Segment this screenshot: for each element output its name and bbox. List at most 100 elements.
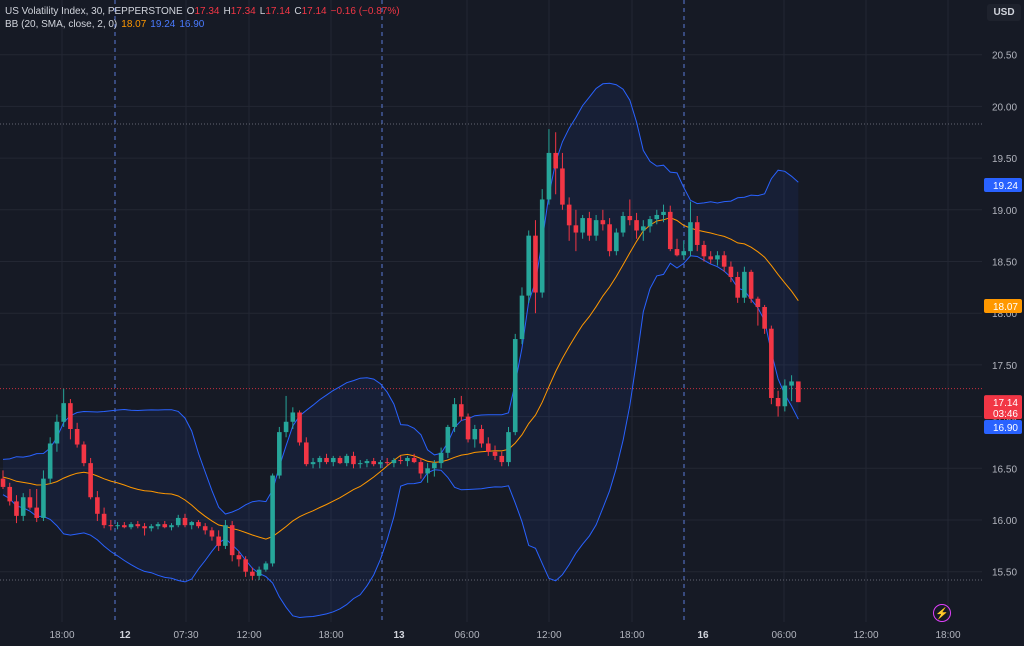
candle — [701, 240, 707, 262]
candle-body — [796, 381, 801, 403]
candle-body — [742, 271, 747, 298]
candle-body — [445, 426, 451, 453]
flash-icon[interactable]: ⚡ — [933, 604, 951, 622]
candle-body — [0, 478, 6, 487]
candle — [135, 521, 141, 529]
low-value: 17.14 — [265, 6, 291, 17]
bb-basis-tag: 18.07 — [984, 298, 1022, 313]
candle-body — [20, 497, 26, 516]
candle — [708, 251, 713, 264]
candle-body — [533, 235, 538, 293]
x-tick-label: 16 — [697, 630, 709, 641]
y-tick-label: 18.00 — [992, 309, 1017, 320]
bb-basis-tag-text: 18.07 — [993, 302, 1018, 313]
candle-body — [627, 216, 633, 221]
candle-body — [74, 429, 80, 445]
candle — [398, 455, 403, 465]
candle — [216, 530, 221, 552]
bollinger-band-fill — [3, 83, 799, 618]
candle — [432, 460, 437, 477]
bb-lower-value: 16.90 — [179, 19, 205, 30]
time-axis[interactable]: 18:00 12 07:30 12:00 18:00 13 06:00 12:00 18:00 1… — [49, 630, 960, 641]
x-tick-label: 12:00 — [853, 630, 878, 641]
candle — [472, 424, 478, 448]
x-tick-label: 06:00 — [771, 630, 796, 641]
candle — [614, 228, 619, 256]
candle-body — [539, 199, 545, 293]
candle — [438, 447, 444, 469]
candle — [41, 470, 46, 522]
y-tick-label: 20.50 — [992, 51, 1017, 62]
candle-body — [573, 225, 579, 233]
candle — [796, 381, 801, 403]
candle — [479, 424, 484, 448]
candle — [68, 399, 73, 440]
candle — [47, 437, 53, 484]
candle-body — [654, 214, 660, 220]
bb-upper-value: 19.24 — [150, 19, 176, 30]
x-tick-label: 06:00 — [454, 630, 479, 641]
candle-body — [7, 486, 13, 502]
candle — [384, 457, 390, 467]
candle-body — [27, 497, 33, 508]
candle-body — [68, 403, 73, 430]
candle — [445, 424, 451, 458]
x-tick-label: 12:00 — [236, 630, 261, 641]
candle — [364, 458, 370, 468]
candle-body — [47, 443, 53, 479]
candle-body — [553, 152, 558, 169]
y-tick-label: 20.00 — [992, 102, 1017, 113]
candle-body — [169, 525, 174, 528]
candle-body — [351, 455, 356, 465]
candle-body — [54, 421, 60, 444]
candle-body — [317, 457, 323, 463]
candle — [310, 457, 316, 469]
candle — [148, 524, 154, 532]
candle-body — [769, 328, 774, 398]
candle-body — [701, 244, 707, 257]
candle-body — [492, 451, 498, 456]
candle — [88, 457, 93, 500]
candle-body — [620, 216, 626, 233]
candle-body — [674, 249, 680, 256]
candle-body — [162, 524, 168, 528]
candle — [371, 457, 376, 467]
candle — [175, 514, 181, 528]
candle-body — [647, 219, 653, 227]
currency-button[interactable]: USD — [987, 4, 1021, 21]
candle — [61, 388, 66, 427]
candle-body — [762, 306, 767, 329]
candle — [229, 521, 235, 562]
candle-body — [775, 397, 781, 407]
candle-body — [357, 463, 363, 465]
candle-body — [182, 517, 188, 526]
candle-body — [465, 416, 471, 440]
candle — [115, 522, 120, 530]
candle-body — [81, 444, 87, 464]
candle — [688, 201, 693, 257]
candle — [506, 426, 511, 467]
candle-body — [715, 255, 720, 260]
candle — [634, 212, 639, 239]
price-axis[interactable]: 15.5016.0016.5017.0017.5018.0018.5019.00… — [992, 51, 1017, 579]
symbol-title[interactable]: US Volatility Index, 30, PEPPERSTONE — [5, 6, 183, 17]
candle — [155, 522, 161, 530]
bb-indicator-label[interactable]: BB (20, SMA, close, 2, 0) — [5, 19, 118, 30]
candle-body — [101, 513, 107, 526]
candle — [418, 457, 424, 479]
change-value: −0.16 (−0.87%) — [330, 6, 400, 17]
candle — [769, 325, 774, 405]
candle-body — [418, 462, 424, 474]
candle-body — [472, 429, 478, 440]
candle — [391, 457, 397, 468]
candle — [283, 395, 289, 438]
candle — [189, 521, 195, 530]
y-tick-label: 16.50 — [992, 464, 1017, 475]
candle-body — [398, 460, 403, 462]
candle-body — [270, 475, 275, 564]
candle-body — [324, 457, 329, 463]
candle-body — [432, 463, 437, 469]
candle — [459, 395, 464, 421]
